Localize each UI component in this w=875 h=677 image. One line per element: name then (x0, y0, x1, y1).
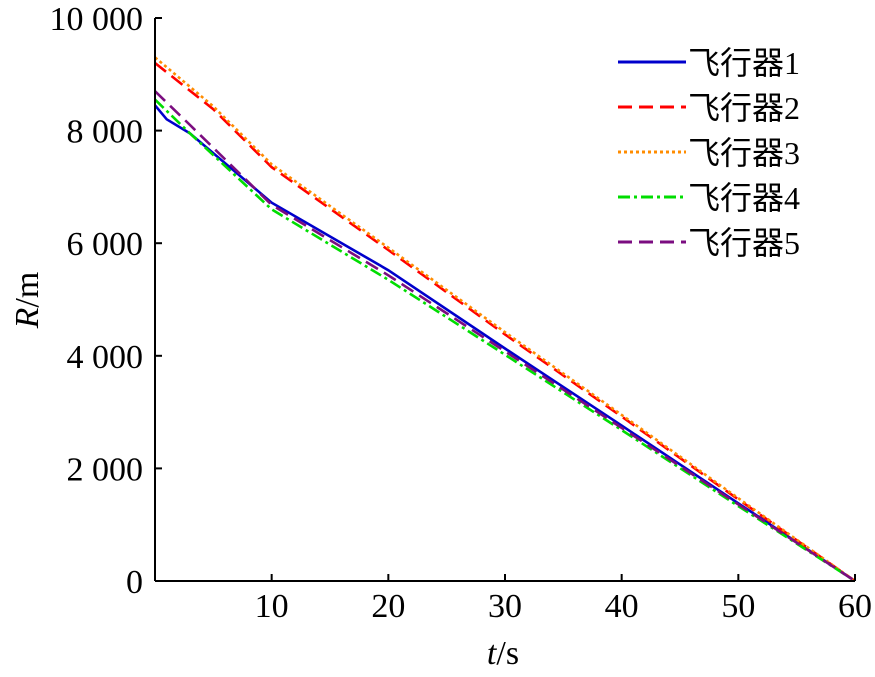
legend-label-1: 飞行器1 (688, 44, 800, 82)
legend-label-2: 飞行器2 (688, 89, 800, 127)
y-tick-label: 2 000 (67, 451, 144, 488)
legend: 飞行器1 飞行器2 飞行器3 飞行器4 飞行器5 (618, 44, 800, 262)
x-tick-label: 20 (371, 588, 405, 625)
x-tick-label: 60 (838, 588, 872, 625)
x-axis-title: t/s (487, 635, 519, 672)
x-tick-label: 10 (255, 588, 289, 625)
tick-labels: 0 2 000 4 000 6 000 8 000 10 000 10 20 30 40 50 60 (50, 1, 873, 625)
series-line-3 (154, 56, 856, 583)
y-axis-var: R (9, 307, 46, 329)
y-tick-label: 8 000 (67, 114, 144, 151)
legend-label-3: 飞行器3 (688, 134, 800, 172)
y-axis-title: R/m (9, 272, 46, 330)
y-tick-label: 4 000 (67, 339, 144, 376)
legend-label-4: 飞行器4 (688, 179, 800, 217)
x-tick-label: 30 (488, 588, 522, 625)
axes (154, 17, 856, 582)
series-line-1 (154, 104, 856, 583)
series-line-5 (154, 90, 856, 583)
x-axis-var: t (487, 635, 498, 672)
x-tick-label: 40 (605, 588, 639, 625)
legend-label-5: 飞行器5 (688, 224, 800, 262)
plot-lines (154, 56, 856, 583)
y-tick-label: 0 (126, 564, 143, 601)
y-tick-label: 6 000 (67, 226, 144, 263)
y-axis-unit: /m (9, 272, 46, 308)
x-axis-unit: /s (496, 635, 519, 672)
x-tick-label: 50 (721, 588, 755, 625)
y-tick-label: 10 000 (50, 1, 144, 38)
series-line-4 (154, 98, 856, 583)
